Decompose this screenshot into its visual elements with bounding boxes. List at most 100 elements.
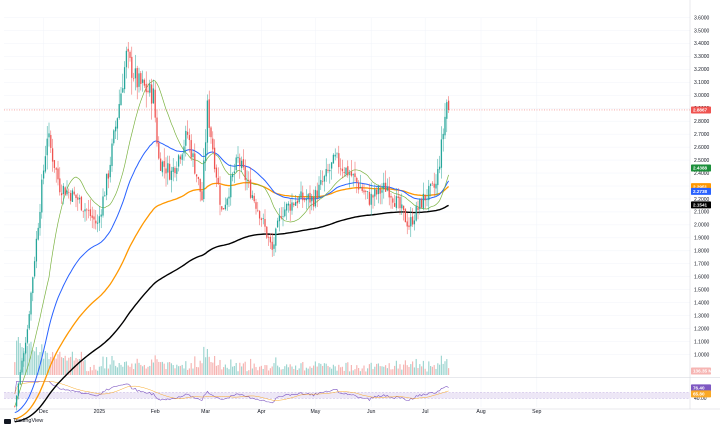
- candle-body: [82, 210, 84, 212]
- candle-body: [359, 186, 362, 189]
- candle-body: [316, 190, 318, 199]
- volume-bar: [392, 369, 394, 375]
- volume-bar: [178, 366, 180, 375]
- volume-bar: [282, 369, 284, 375]
- candle-body: [298, 196, 300, 203]
- volume-bar: [203, 346, 205, 375]
- volume-bar: [228, 369, 230, 375]
- candle-body: [320, 180, 322, 185]
- volume-bar: [251, 368, 253, 375]
- candle-body: [32, 277, 34, 294]
- candle-body: [258, 211, 261, 219]
- volume-bar: [102, 356, 104, 375]
- candle-body: [402, 205, 405, 210]
- candle-body: [285, 203, 288, 211]
- volume-bar: [332, 364, 334, 375]
- candle-body: [262, 218, 264, 219]
- volume-bar: [210, 362, 212, 375]
- tradingview-logo[interactable]: TradingView: [4, 418, 43, 424]
- candle-body: [66, 190, 68, 195]
- candle-body: [57, 168, 59, 180]
- candle-body: [336, 153, 338, 155]
- volume-bar: [167, 362, 169, 375]
- candle-body: [118, 103, 120, 119]
- candle-body: [280, 216, 282, 219]
- volume-bar: [172, 365, 174, 375]
- volume-bar: [84, 359, 86, 375]
- candle-body: [343, 172, 345, 173]
- candle-body: [107, 173, 110, 179]
- volume-bar: [415, 358, 417, 375]
- candle-body: [68, 191, 70, 193]
- volume-bar: [291, 366, 293, 375]
- candle-body: [294, 202, 297, 206]
- volume-bar: [428, 361, 430, 375]
- candle-body: [206, 100, 209, 143]
- candle-body: [93, 216, 95, 220]
- volume-bar: [376, 363, 378, 375]
- candle-body: [215, 167, 218, 178]
- volume-bar: [417, 367, 419, 375]
- candle-body: [174, 167, 176, 174]
- volume-bar: [356, 365, 358, 375]
- volume-bar: [154, 355, 156, 375]
- volume-bar: [46, 352, 48, 375]
- candle-body: [50, 135, 52, 148]
- volume-bar: [430, 366, 432, 375]
- volume-bar: [232, 366, 234, 375]
- candle-body: [401, 204, 403, 209]
- candle-body: [246, 180, 248, 182]
- candle-body: [192, 153, 194, 158]
- volume-bar: [82, 361, 84, 375]
- rsi-badge: 76.40: [693, 386, 705, 391]
- candle-body: [282, 216, 284, 218]
- volume-bar: [62, 358, 64, 375]
- candle-body: [212, 138, 214, 150]
- candle-body: [134, 68, 137, 79]
- volume-bar: [79, 358, 81, 375]
- volume-bar: [284, 366, 286, 375]
- volume-bar: [307, 368, 309, 375]
- volume-bar: [219, 359, 221, 375]
- candle-body: [230, 175, 232, 198]
- candle-body: [435, 183, 437, 189]
- candle-body: [255, 202, 257, 209]
- candle-body: [177, 155, 180, 167]
- candle-body: [154, 89, 156, 118]
- volume-bar: [124, 361, 126, 375]
- candle-body: [303, 198, 306, 201]
- volume-bar: [287, 367, 289, 375]
- tradingview-logo-icon: [4, 418, 11, 424]
- volume-bar: [131, 363, 133, 375]
- volume-bar: [158, 361, 160, 375]
- volume-bar: [295, 365, 297, 375]
- candle-body: [21, 360, 23, 373]
- rsi-signal-badge: 65.80: [693, 392, 705, 397]
- volume-bar: [408, 366, 410, 375]
- volume-bar: [440, 355, 442, 375]
- price-tick-label: 3.5000: [694, 28, 710, 34]
- candle-body: [379, 187, 381, 194]
- volume-bar: [322, 365, 324, 375]
- price-tick-label: 3.0000: [694, 93, 710, 99]
- last-price-badge-bg: [691, 106, 711, 114]
- candle-body: [395, 196, 398, 209]
- candle-body: [440, 139, 443, 168]
- candle-body: [159, 158, 162, 171]
- ema-black-badge-bg: [691, 201, 711, 209]
- candle-body: [267, 237, 270, 238]
- candle-body: [426, 198, 428, 200]
- candle-body: [233, 171, 236, 173]
- volume-bar: [293, 369, 295, 375]
- volume-bar: [25, 350, 27, 375]
- volume-bar: [80, 351, 82, 375]
- candle-body: [213, 147, 216, 170]
- candle-body: [222, 208, 225, 210]
- candle-body: [87, 210, 90, 211]
- volume-bar: [208, 356, 210, 375]
- volume-bar: [437, 363, 439, 375]
- candle-body: [278, 215, 281, 222]
- volume-bar: [239, 362, 241, 375]
- candle-body: [228, 196, 230, 199]
